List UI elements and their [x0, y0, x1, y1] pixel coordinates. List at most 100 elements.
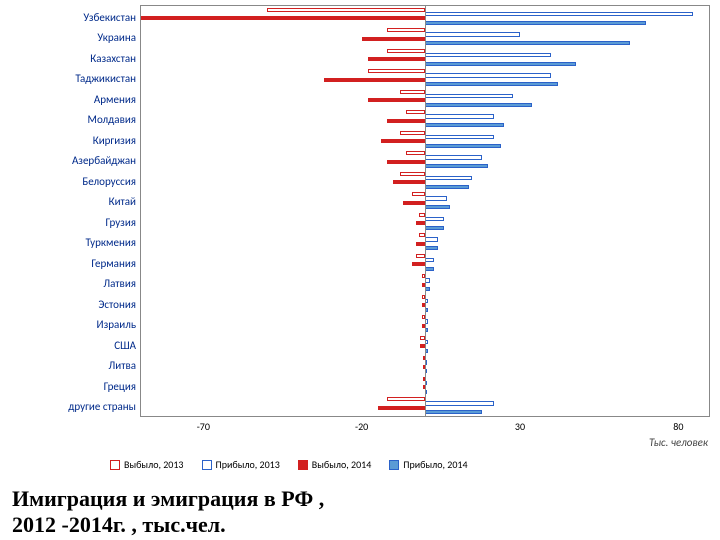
bar-in2014: [425, 123, 504, 127]
bar-out2014: [378, 406, 425, 410]
bar-in2014: [425, 410, 482, 414]
bar-out2014: [387, 119, 425, 123]
bar-in2013: [425, 176, 472, 180]
caption-line-1: Имиграция и эмиграция в РФ ,: [12, 486, 324, 512]
bar-in2013: [425, 217, 444, 221]
bar-out2013: [387, 49, 425, 53]
x-tick: 30: [515, 420, 525, 433]
category-label: Украина: [10, 28, 140, 49]
bar-in2014: [425, 246, 438, 250]
bar-out2013: [412, 192, 425, 196]
category-label: США: [10, 335, 140, 356]
category-label: Грузия: [10, 212, 140, 233]
category-label: другие страны: [10, 397, 140, 418]
bar-in2013: [425, 258, 434, 262]
bar-in2013: [425, 155, 482, 159]
bar-in2014: [425, 205, 450, 209]
bar-in2014: [425, 164, 488, 168]
bar-in2014: [425, 267, 434, 271]
bar-out2013: [387, 397, 425, 401]
bar-out2013: [406, 110, 425, 114]
legend-label: Прибыло, 2013: [216, 458, 280, 471]
bar-in2014: [425, 41, 630, 45]
legend-item: Прибыло, 2013: [202, 458, 280, 471]
bar-out2014: [387, 160, 425, 164]
x-tick: 80: [673, 420, 683, 433]
caption-line-2: 2012 -2014г. , тыс.чел.: [12, 512, 324, 538]
bar-out2014: [362, 37, 425, 41]
x-tick: -20: [355, 420, 368, 433]
category-label: Эстония: [10, 294, 140, 315]
bar-out2014: [368, 98, 425, 102]
bar-in2014: [425, 144, 501, 148]
bar-in2013: [425, 114, 494, 118]
bar-in2013: [425, 237, 438, 241]
bar-out2013: [400, 131, 425, 135]
bar-in2013: [425, 401, 494, 405]
bar-out2014: [368, 57, 425, 61]
zero-line: [425, 6, 426, 416]
category-labels: УзбекистанУкраинаКазахстанТаджикистанАрм…: [10, 5, 140, 417]
category-label: Германия: [10, 253, 140, 274]
bar-out2014: [416, 221, 425, 225]
legend-label: Прибыло, 2014: [403, 458, 467, 471]
bar-in2013: [425, 32, 520, 36]
bar-in2013: [425, 94, 513, 98]
legend-item: Выбыло, 2013: [110, 458, 184, 471]
category-label: Латвия: [10, 274, 140, 295]
legend-label: Выбыло, 2014: [312, 458, 372, 471]
bar-in2013: [425, 196, 447, 200]
category-label: Азербайджан: [10, 151, 140, 172]
category-label: Казахстан: [10, 48, 140, 69]
bar-out2014: [141, 16, 425, 20]
legend-swatch: [389, 460, 399, 470]
bar-out2014: [381, 139, 425, 143]
bar-in2014: [425, 82, 558, 86]
bar-in2014: [425, 62, 576, 66]
x-axis: -70 -20 30 80: [140, 420, 710, 436]
bar-in2014: [425, 226, 444, 230]
bar-out2014: [403, 201, 425, 205]
category-label: Киргизия: [10, 130, 140, 151]
category-label: Таджикистан: [10, 69, 140, 90]
x-axis-label: Тыс. человек: [649, 436, 708, 449]
category-label: Туркмения: [10, 233, 140, 254]
category-label: Литва: [10, 356, 140, 377]
bar-out2013: [267, 8, 425, 12]
legend-item: Выбыло, 2014: [298, 458, 372, 471]
category-label: Белоруссия: [10, 171, 140, 192]
bar-out2013: [416, 254, 425, 258]
chart-caption: Имиграция и эмиграция в РФ , 2012 -2014г…: [12, 486, 324, 539]
bar-out2013: [406, 151, 425, 155]
bar-in2014: [425, 103, 532, 107]
bar-out2013: [400, 90, 425, 94]
category-label: Узбекистан: [10, 7, 140, 28]
bar-out2014: [416, 242, 425, 246]
bar-in2013: [425, 12, 693, 16]
category-label: Молдавия: [10, 110, 140, 131]
bar-in2013: [425, 53, 551, 57]
category-label: Греция: [10, 376, 140, 397]
legend-swatch: [202, 460, 212, 470]
bar-out2014: [393, 180, 425, 184]
bar-in2013: [425, 135, 494, 139]
x-tick: -70: [197, 420, 210, 433]
bar-out2014: [412, 262, 425, 266]
migration-chart: УзбекистанУкраинаКазахстанТаджикистанАрм…: [10, 5, 710, 445]
bar-in2014: [425, 185, 469, 189]
category-label: Китай: [10, 192, 140, 213]
legend-swatch: [298, 460, 308, 470]
bar-out2013: [400, 172, 425, 176]
plot-area: [140, 5, 710, 417]
legend-label: Выбыло, 2013: [124, 458, 184, 471]
bar-in2014: [425, 21, 646, 25]
bar-out2013: [368, 69, 425, 73]
legend-item: Прибыло, 2014: [389, 458, 467, 471]
bar-out2014: [324, 78, 425, 82]
legend-swatch: [110, 460, 120, 470]
bar-out2013: [387, 28, 425, 32]
category-label: Израиль: [10, 315, 140, 336]
legend: Выбыло, 2013 Прибыло, 2013 Выбыло, 2014 При…: [110, 458, 468, 471]
bar-in2013: [425, 73, 551, 77]
category-label: Армения: [10, 89, 140, 110]
